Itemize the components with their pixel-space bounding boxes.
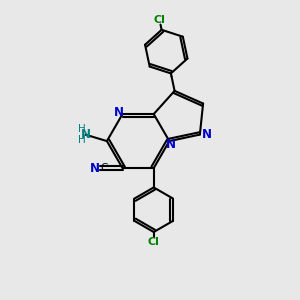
Text: N: N (90, 162, 100, 175)
Text: N: N (201, 128, 212, 140)
Text: H: H (78, 124, 86, 134)
Text: N: N (166, 138, 176, 151)
Text: C: C (100, 163, 107, 173)
Text: Cl: Cl (154, 15, 165, 25)
Text: N: N (114, 106, 124, 119)
Text: H: H (78, 135, 86, 145)
Text: N: N (81, 128, 91, 141)
Text: Cl: Cl (148, 237, 160, 248)
